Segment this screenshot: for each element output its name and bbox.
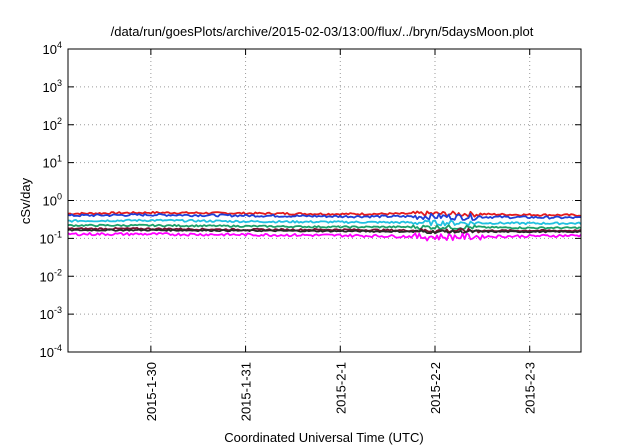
y-tick-label: 10-4	[40, 343, 62, 360]
series-line	[67, 223, 582, 231]
x-tick-label: 2015-1-30	[144, 362, 159, 421]
plot-area: 10-4 10-3 10-2 10-1 100 101 102 103 104 2015-1-30…	[40, 40, 582, 421]
y-tick-label: 10-3	[40, 305, 62, 322]
y-tick-label: 10-2	[40, 267, 62, 284]
y-tick-label: 102	[43, 116, 62, 133]
x-tick-label: 2015-2-3	[523, 362, 538, 414]
x-tick-label: 2015-2-2	[428, 362, 443, 414]
y-tick-label: 100	[43, 192, 62, 209]
y-tick-label: 101	[43, 154, 62, 171]
series-line	[67, 212, 582, 221]
series-line	[67, 232, 582, 242]
y-tick-label: 10-1	[40, 229, 62, 246]
series-line	[67, 228, 582, 235]
x-tick-label: 2015-1-31	[239, 362, 254, 421]
x-axis-label: Coordinated Universal Time (UTC)	[224, 430, 423, 445]
y-tick-label: 103	[43, 78, 62, 95]
series-line	[67, 218, 582, 227]
y-tick-label: 104	[43, 40, 62, 57]
y-axis-label: cSv/day	[18, 177, 33, 224]
x-tick-label: 2015-2-1	[333, 362, 348, 414]
chart-title: /data/run/goesPlots/archive/2015-02-03/1…	[111, 24, 534, 39]
